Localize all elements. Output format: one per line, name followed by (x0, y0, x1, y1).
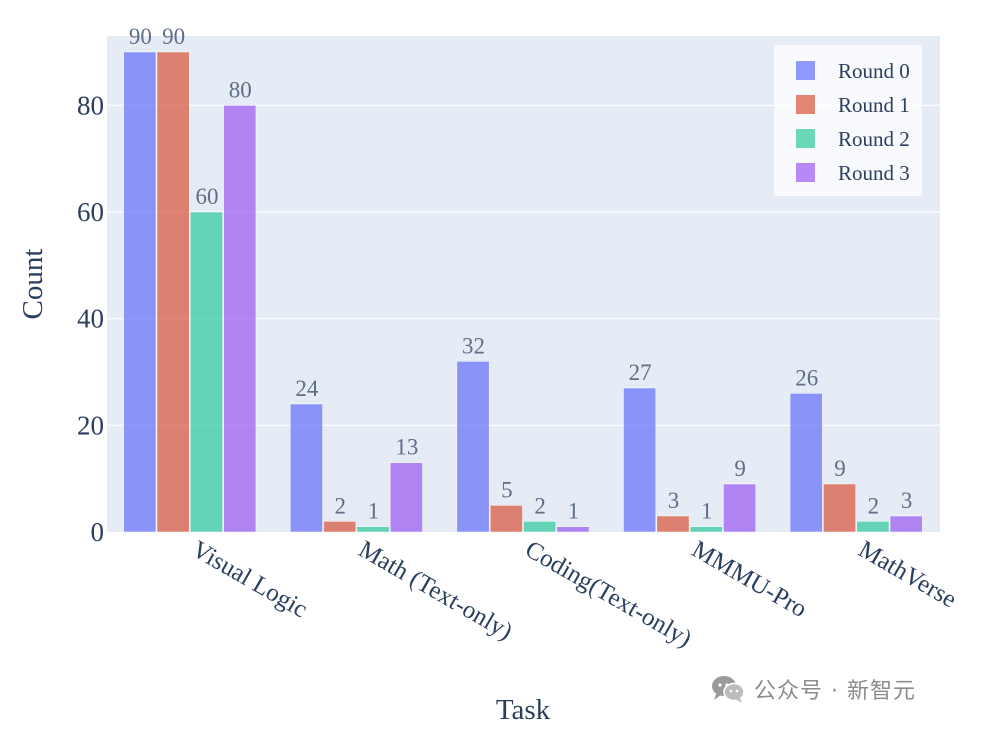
bar-value-label: 2 (868, 493, 880, 518)
x-tick-label: Math (Text-only) (354, 536, 517, 646)
y-tick-label: 20 (77, 410, 104, 440)
bar-value-label: 24 (295, 376, 319, 401)
x-tick-label: Visual Logic (187, 536, 312, 624)
x-tick-labels: Visual Logic Math (Text-only) Coding(Text-… (187, 536, 961, 653)
bar (656, 515, 690, 533)
legend-label: Round 2 (838, 127, 910, 151)
bar (489, 505, 523, 533)
bar-value-label: 3 (901, 488, 913, 513)
bar (623, 387, 657, 533)
bar-value-label: 80 (229, 77, 252, 102)
bar (723, 483, 756, 533)
bar-value-label: 90 (162, 24, 185, 49)
bar (789, 393, 823, 533)
bar (223, 105, 257, 533)
legend-label: Round 1 (838, 93, 910, 117)
bar-value-label: 90 (129, 24, 152, 49)
bar-value-label: 60 (195, 184, 218, 209)
bar-value-label: 27 (629, 360, 652, 385)
bar (523, 521, 557, 533)
bar-value-label: 13 (395, 435, 418, 460)
bar (823, 483, 856, 533)
x-axis-label: Task (496, 694, 551, 726)
x-tick-label: MMMU-Pro (687, 536, 811, 623)
bar-value-label: 9 (734, 456, 746, 481)
watermark: 公众号 · 新智元 (710, 672, 916, 706)
bar (556, 526, 590, 533)
legend-swatch (796, 163, 815, 182)
y-tick-label: 80 (77, 90, 104, 120)
bar (889, 515, 923, 533)
bar-value-label: 5 (501, 477, 513, 502)
bar (323, 521, 357, 533)
bar-value-label: 1 (368, 499, 380, 524)
legend-label: Round 3 (838, 161, 910, 185)
watermark-text: 公众号 · 新智元 (754, 679, 916, 704)
bar (856, 521, 890, 533)
x-tick-label: MathVerse (854, 536, 961, 614)
legend-swatch (796, 61, 815, 80)
bar (689, 526, 723, 533)
bar (156, 51, 190, 533)
bar-value-label: 32 (462, 333, 485, 358)
bar (290, 403, 323, 533)
bar-value-label: 26 (795, 365, 818, 390)
bar (389, 462, 423, 533)
bars (123, 51, 923, 533)
bar-value-label: 2 (534, 493, 546, 518)
bar (123, 51, 157, 533)
legend-label: Round 0 (838, 59, 910, 83)
y-tick-label: 40 (77, 304, 104, 334)
legend-swatch (796, 129, 815, 148)
bar-value-label: 1 (568, 499, 580, 524)
bar (456, 361, 490, 533)
y-tick-label: 60 (77, 197, 104, 227)
legend-swatch (796, 95, 815, 114)
y-tick-label: 0 (91, 517, 105, 547)
bar (356, 526, 390, 533)
legend: Round 0 Round 1 Round 2 Round 3 (774, 45, 922, 196)
bar (190, 211, 223, 533)
bar-value-label: 2 (334, 493, 346, 518)
bar-value-label: 3 (668, 488, 680, 513)
x-tick-label: Coding(Text-only) (521, 536, 697, 653)
y-axis-label: Count (17, 249, 49, 320)
wechat-icon (710, 674, 746, 704)
y-tick-labels: 0 20 40 60 80 (77, 90, 104, 547)
bar-value-label: 9 (834, 456, 846, 481)
bar-value-label: 1 (701, 499, 713, 524)
